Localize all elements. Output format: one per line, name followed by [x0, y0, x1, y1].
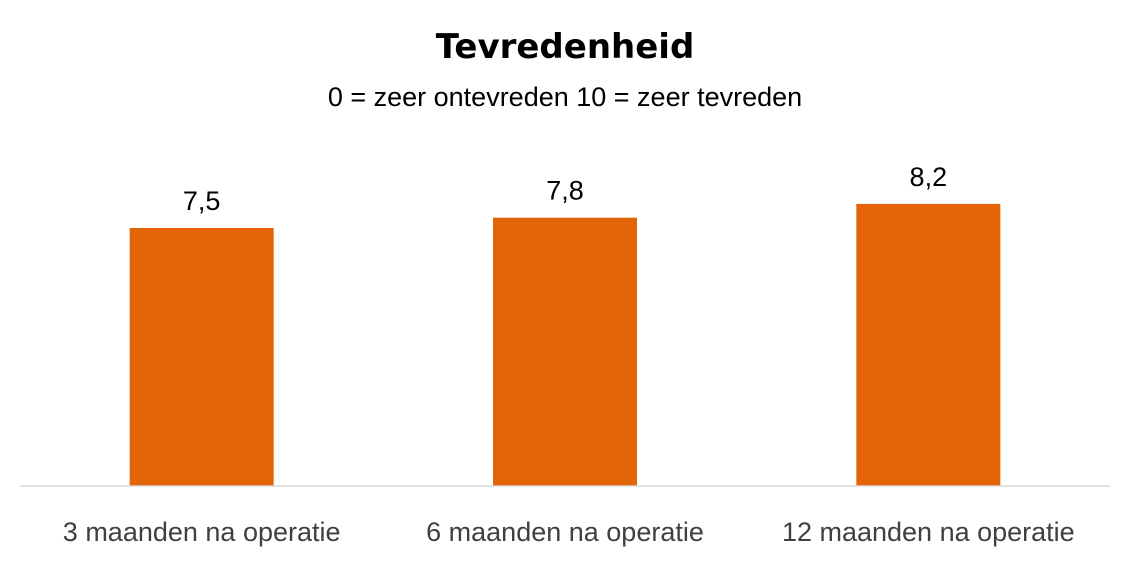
data-label: 7,5: [183, 186, 221, 216]
category-tick-label: 12 maanden na operatie: [782, 517, 1075, 547]
chart-title: Tevredenheid: [436, 27, 695, 67]
bar: [493, 217, 637, 486]
bars-group: [129, 203, 1001, 487]
chart-subtitle: 0 = zeer ontevreden 10 = zeer tevreden: [328, 82, 802, 112]
category-tick-label: 3 maanden na operatie: [63, 517, 341, 547]
data-label: 7,8: [546, 176, 584, 206]
labels-group: 7,5 3 maanden na operatie 7,8 6 maanden na …: [63, 162, 1075, 547]
bar: [856, 203, 1001, 487]
category-tick-label: 6 maanden na operatie: [426, 517, 704, 547]
data-label: 8,2: [910, 162, 948, 192]
bar: [129, 228, 274, 486]
